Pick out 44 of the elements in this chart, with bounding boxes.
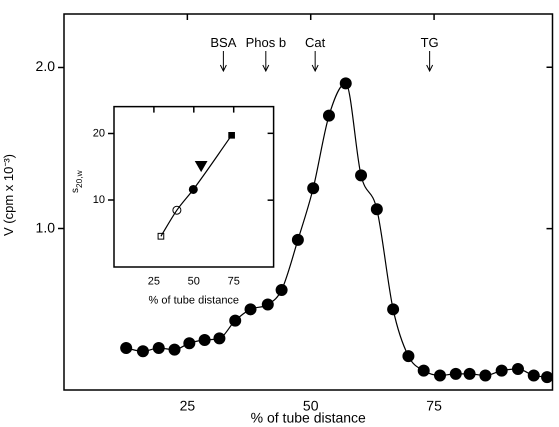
point xyxy=(355,169,368,182)
x-tick-label: 75 xyxy=(228,276,240,288)
point xyxy=(198,334,211,346)
point xyxy=(434,369,446,382)
point xyxy=(418,364,430,377)
x-tick-label: 25 xyxy=(180,397,196,414)
point xyxy=(136,345,149,358)
x-tick-label: 50 xyxy=(302,397,319,414)
point xyxy=(307,182,320,194)
point xyxy=(168,344,181,356)
point xyxy=(496,364,508,377)
y-tick-label: 10 xyxy=(92,194,105,206)
point xyxy=(244,303,257,316)
point xyxy=(402,350,414,362)
point xyxy=(541,371,552,384)
point xyxy=(387,303,400,316)
point xyxy=(229,314,242,327)
point xyxy=(322,110,335,122)
point xyxy=(450,368,462,380)
point xyxy=(152,342,165,354)
point xyxy=(120,342,132,354)
y-tick-label: 20 xyxy=(92,127,105,140)
point xyxy=(370,203,383,216)
point xyxy=(464,368,476,380)
ref-line-label: Phos b xyxy=(246,35,286,50)
y-tick-label: 1.0 xyxy=(36,219,56,236)
point xyxy=(213,332,226,344)
x-axis-title: % of tube distance xyxy=(148,294,240,306)
y-axis-title: V (cpm x 10⁻³) xyxy=(0,153,17,238)
point xyxy=(528,369,540,382)
point xyxy=(479,369,492,382)
y-tick-label: 2.0 xyxy=(36,58,56,74)
ref-line-label: BSA xyxy=(210,35,237,50)
point xyxy=(183,337,196,350)
point xyxy=(292,234,304,246)
ref-line-label: Cat xyxy=(305,35,326,50)
point xyxy=(262,298,274,310)
ref-line-label: TG xyxy=(420,35,439,50)
point xyxy=(512,363,524,376)
x-tick-label: 50 xyxy=(188,276,200,288)
point xyxy=(340,77,352,90)
x-tick-label: 75 xyxy=(426,397,442,414)
point xyxy=(276,284,288,296)
x-tick-label: 25 xyxy=(148,276,160,288)
